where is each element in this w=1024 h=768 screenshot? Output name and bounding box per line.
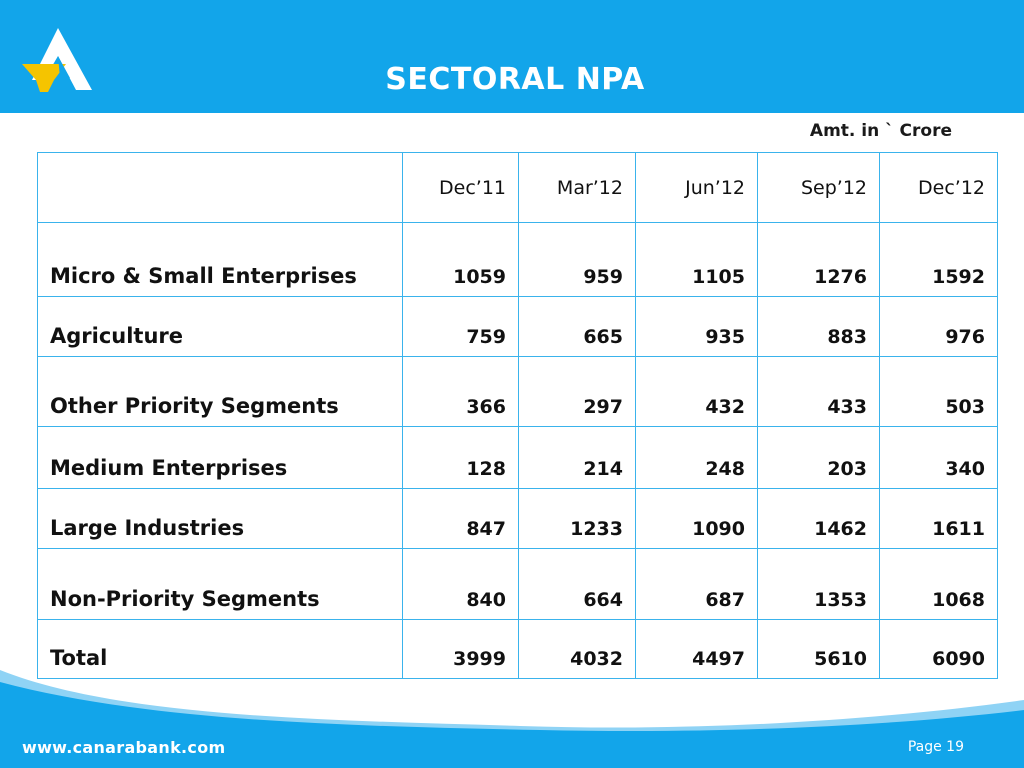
table-cell: 883 — [757, 296, 880, 357]
sectoral-npa-table: Dec’11 Mar’12 Jun’12 Sep’12 Dec’12 Micro… — [37, 152, 998, 679]
column-header: Mar’12 — [518, 152, 636, 223]
table-cell: 214 — [518, 426, 636, 489]
amount-unit-note: Amt. in ` Crore — [809, 121, 952, 141]
table-cell: 6090 — [879, 619, 998, 679]
header-cell — [37, 152, 403, 223]
table-cell: 847 — [402, 488, 519, 549]
table-cell: 759 — [402, 296, 519, 357]
row-label: Agriculture — [37, 296, 403, 357]
table-row: Large Industries 847 1233 1090 1462 1611 — [37, 488, 998, 549]
column-header: Dec’11 — [402, 152, 519, 223]
table-cell: 1105 — [635, 222, 758, 297]
table-cell: 687 — [635, 548, 758, 620]
footer-wave — [0, 670, 1024, 768]
table-cell: 1276 — [757, 222, 880, 297]
table-cell: 1462 — [757, 488, 880, 549]
table-cell: 664 — [518, 548, 636, 620]
table-cell: 433 — [757, 356, 880, 427]
table-cell: 3999 — [402, 619, 519, 679]
table-cell: 432 — [635, 356, 758, 427]
table-cell: 4497 — [635, 619, 758, 679]
row-label: Large Industries — [37, 488, 403, 549]
column-header: Sep’12 — [757, 152, 880, 223]
table-row: Agriculture 759 665 935 883 976 — [37, 296, 998, 357]
table-cell: 1059 — [402, 222, 519, 297]
page-number: Page 19 — [908, 739, 964, 755]
table-cell: 959 — [518, 222, 636, 297]
canara-bank-logo-icon — [14, 20, 104, 106]
table-row: Medium Enterprises 128 214 248 203 340 — [37, 426, 998, 489]
table-cell: 203 — [757, 426, 880, 489]
row-label: Medium Enterprises — [37, 426, 403, 489]
row-label: Other Priority Segments — [37, 356, 403, 427]
table-cell: 976 — [879, 296, 998, 357]
table-cell: 366 — [402, 356, 519, 427]
column-header: Dec’12 — [879, 152, 998, 223]
table-cell: 297 — [518, 356, 636, 427]
table-cell: 1068 — [879, 548, 998, 620]
table-cell: 935 — [635, 296, 758, 357]
table-cell: 128 — [402, 426, 519, 489]
table-cell: 665 — [518, 296, 636, 357]
page-title: SECTORAL NPA — [385, 62, 645, 97]
table-row: Micro & Small Enterprises 1059 959 1105 … — [37, 222, 998, 297]
table-cell: 248 — [635, 426, 758, 489]
table-cell: 840 — [402, 548, 519, 620]
table-cell: 1233 — [518, 488, 636, 549]
table-cell: 1090 — [635, 488, 758, 549]
page-number-value: 19 — [946, 739, 964, 755]
row-label: Micro & Small Enterprises — [37, 222, 403, 297]
table-row: Other Priority Segments 366 297 432 433 … — [37, 356, 998, 427]
column-header: Jun’12 — [635, 152, 758, 223]
table-cell: 1353 — [757, 548, 880, 620]
table-cell: 503 — [879, 356, 998, 427]
page-label: Page — [907, 739, 942, 755]
table-cell: 1592 — [879, 222, 998, 297]
table-cell: 1611 — [879, 488, 998, 549]
table-total-row: Total 3999 4032 4497 5610 6090 — [37, 619, 998, 679]
table-row: Non-Priority Segments 840 664 687 1353 1… — [37, 548, 998, 620]
row-label: Non-Priority Segments — [37, 548, 403, 620]
table-header-row: Dec’11 Mar’12 Jun’12 Sep’12 Dec’12 — [37, 152, 998, 223]
table-cell: 340 — [879, 426, 998, 489]
table-cell: 4032 — [518, 619, 636, 679]
header-band — [0, 0, 1024, 113]
footer-url: www.canarabank.com — [22, 738, 226, 757]
